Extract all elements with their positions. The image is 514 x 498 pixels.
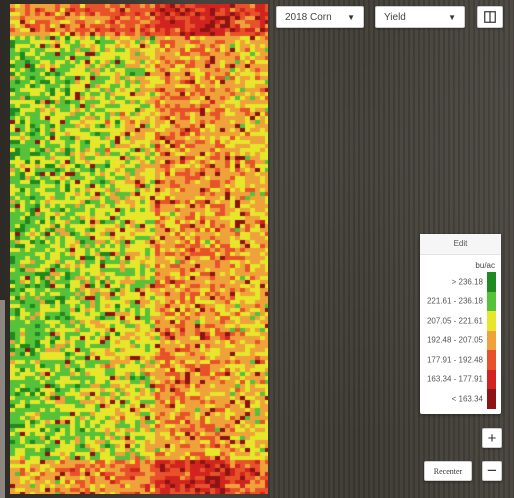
split-view-icon <box>484 11 496 23</box>
legend-swatch <box>487 389 496 409</box>
legend-row: 192.48 - 207.05 <box>420 330 501 350</box>
legend-row: < 163.34 <box>420 389 501 409</box>
legend-range-label: 207.05 - 221.61 <box>426 316 483 326</box>
legend-swatch <box>487 350 496 370</box>
season-select-value: 2018 Corn <box>285 11 332 23</box>
zoom-in-button[interactable]: + <box>482 428 502 448</box>
legend-row: 207.05 - 221.61 <box>420 311 501 331</box>
legend-ranges: > 236.18 221.61 - 236.18 207.05 - 221.61… <box>420 272 501 409</box>
field-road <box>0 300 5 498</box>
legend-swatch <box>487 369 496 389</box>
legend-row: > 236.18 <box>420 272 501 292</box>
yield-legend: Edit bu/ac > 236.18 221.61 - 236.18 207.… <box>420 234 501 414</box>
legend-row: 177.91 - 192.48 <box>420 350 501 370</box>
legend-swatch <box>487 311 496 331</box>
recenter-button[interactable]: Recenter <box>424 461 472 481</box>
zoom-out-button[interactable]: − <box>482 461 502 481</box>
legend-range-label: 177.91 - 192.48 <box>426 355 483 365</box>
yield-heatmap-layer[interactable] <box>10 4 268 494</box>
legend-swatch <box>487 291 496 311</box>
legend-swatch <box>487 330 496 350</box>
legend-row: 163.34 - 177.91 <box>420 369 501 389</box>
legend-range-label: 192.48 - 207.05 <box>426 335 483 345</box>
legend-range-label: > 236.18 <box>451 277 483 287</box>
season-select[interactable]: 2018 Corn ▼ <box>276 6 364 28</box>
chevron-down-icon: ▼ <box>448 12 456 22</box>
chevron-down-icon: ▼ <box>347 12 355 22</box>
layer-select[interactable]: Yield ▼ <box>375 6 465 28</box>
legend-row: 221.61 - 236.18 <box>420 291 501 311</box>
split-view-button[interactable] <box>477 6 503 28</box>
legend-edit-button[interactable]: Edit <box>420 234 501 255</box>
legend-range-label: 221.61 - 236.18 <box>426 296 483 306</box>
layer-select-value: Yield <box>384 11 406 23</box>
legend-swatch <box>487 272 496 292</box>
legend-range-label: < 163.34 <box>451 394 483 404</box>
legend-range-label: 163.34 - 177.91 <box>426 374 483 384</box>
legend-unit: bu/ac <box>475 261 495 270</box>
